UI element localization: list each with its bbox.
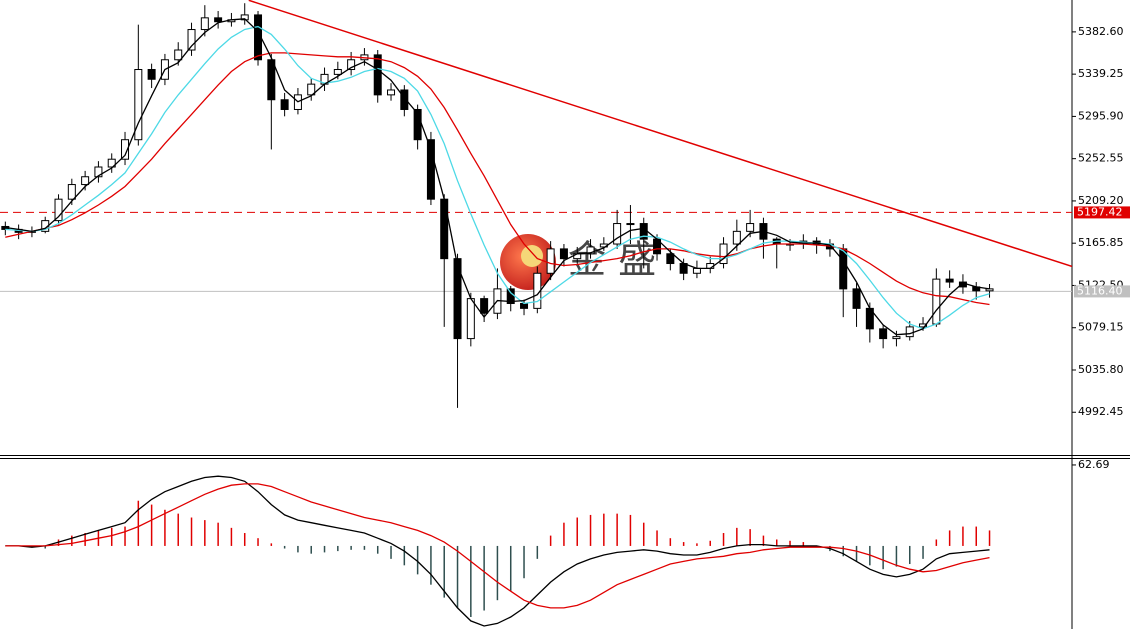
candle-body: [879, 328, 888, 340]
candle-body: [107, 158, 116, 168]
candle-body: [626, 223, 635, 226]
y-tick-label: 5035.80: [1078, 363, 1124, 376]
candle-body: [187, 29, 196, 51]
candle-body: [613, 223, 622, 245]
candle-body: [905, 326, 914, 338]
candle-body: [240, 14, 249, 21]
y-tick-label: 5295.90: [1078, 109, 1124, 122]
candle-body: [147, 69, 156, 80]
trendline: [248, 0, 1072, 268]
y-tick-label: 5382.60: [1078, 25, 1124, 38]
candle-body: [134, 69, 143, 141]
moving-average: [5, 25, 990, 330]
candle-body: [559, 248, 568, 260]
moving-average: [5, 52, 990, 306]
macd-line: [5, 483, 990, 609]
y-tick-label: 5339.25: [1078, 67, 1124, 80]
logo-core: [521, 245, 543, 267]
candle-body: [121, 139, 130, 160]
candle-body: [985, 288, 994, 292]
candle-body: [732, 230, 741, 245]
candle-body: [666, 253, 675, 265]
price-tag-label: 5116.40: [1077, 284, 1123, 297]
candle-body: [373, 54, 382, 96]
candle-body: [480, 298, 489, 314]
price-tag-label: 5197.42: [1077, 205, 1123, 218]
candle-body: [81, 176, 90, 186]
price-plot: [0, 0, 1072, 408]
candle-body: [54, 198, 63, 222]
candle-body: [426, 139, 435, 200]
candle-body: [839, 248, 848, 290]
y-tick-label: 5209.20: [1078, 194, 1124, 207]
candle-body: [347, 59, 356, 71]
y-tick-label: 5079.15: [1078, 321, 1124, 334]
candle-body: [466, 298, 475, 340]
candle-body: [174, 49, 183, 61]
price-tag: [1074, 285, 1130, 298]
candle-body: [267, 59, 276, 101]
candle-body: [400, 89, 409, 110]
candle-body: [919, 323, 928, 328]
y-tick-label: 4992.45: [1078, 405, 1124, 418]
watermark: 金 盛: [500, 234, 656, 290]
candle-body: [692, 267, 701, 274]
candle-body: [200, 17, 209, 31]
candle-body: [387, 89, 396, 96]
candle-body: [94, 166, 103, 178]
y-tick-label: 5252.55: [1078, 152, 1124, 165]
candle-body: [586, 246, 595, 255]
candle-body: [307, 83, 316, 96]
candle-body: [67, 184, 76, 200]
candle-body: [453, 258, 462, 340]
candle-body: [719, 243, 728, 265]
axes: 5382.60 5339.25 5295.90 5252.55 5209.20 5165.…: [1072, 25, 1130, 471]
moving-average: [5, 18, 990, 336]
candle-body: [280, 99, 289, 110]
macd-plot: [5, 475, 991, 627]
y-tick-label: 5165.85: [1078, 236, 1124, 249]
candle-body: [440, 198, 449, 260]
candle-body: [520, 302, 529, 309]
candle-body: [932, 278, 941, 325]
candle-body: [214, 17, 223, 23]
price-tag: [1074, 206, 1130, 219]
candle-body: [852, 288, 861, 309]
candle-body: [746, 223, 755, 232]
candle-body: [333, 69, 342, 75]
candle-body: [945, 278, 954, 283]
candle-body: [546, 248, 555, 274]
y-tick-label: 62.69: [1078, 458, 1110, 471]
candle-body: [892, 336, 901, 340]
